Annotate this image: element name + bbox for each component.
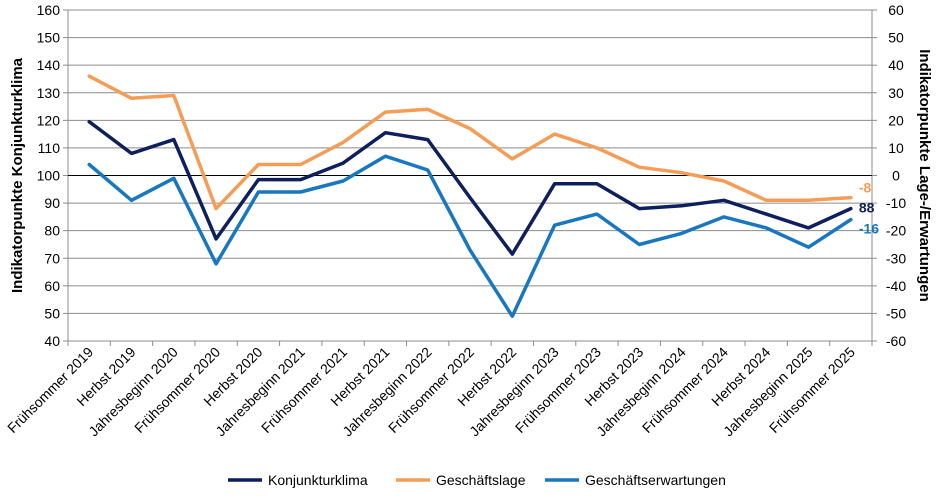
y-left-tick-label: 60 — [44, 278, 60, 294]
y-axis-right-title: Indikatorpunkte Lage-/Erwartungen — [916, 49, 933, 302]
y-axis-right-ticks: -60 -50 -40 -30 -20 -10 0 10 20 30 40 50 60 — [872, 2, 906, 349]
legend-label-konjunkturklima: Konjunkturklima — [268, 472, 368, 488]
y-right-tick-label: 40 — [888, 57, 904, 73]
end-label-geschäftserwartungen: -16 — [859, 221, 879, 237]
legend-label-geschäftserwartungen: Geschäftserwartungen — [585, 472, 726, 488]
y-left-tick-label: 110 — [38, 140, 61, 156]
y-left-tick-label: 120 — [37, 112, 61, 128]
y-left-tick-label: 40 — [44, 333, 60, 349]
y-right-tick-label: -30 — [886, 250, 906, 266]
end-label-geschäftslage: -8 — [859, 180, 872, 196]
end-label-konjunkturklima: 88 — [859, 200, 875, 216]
y-right-tick-label: 30 — [888, 85, 904, 101]
y-right-tick-label: -50 — [886, 305, 906, 321]
y-left-tick-label: 80 — [44, 223, 60, 239]
y-right-tick-label: -60 — [886, 333, 906, 349]
y-left-tick-label: 50 — [44, 305, 60, 321]
y-left-tick-label: 150 — [37, 30, 61, 46]
legend-label-geschäftslage: Geschäftslage — [436, 472, 526, 488]
y-left-tick-label: 130 — [37, 85, 61, 101]
y-left-tick-label: 70 — [44, 250, 60, 266]
y-right-tick-label: 20 — [888, 112, 904, 128]
y-left-tick-label: 140 — [37, 57, 61, 73]
y-right-tick-label: 0 — [892, 168, 900, 184]
y-right-tick-label: 50 — [888, 30, 904, 46]
y-right-tick-label: -10 — [886, 195, 906, 211]
series-line-geschäftslage — [87, 74, 853, 211]
end-value-labels: 88 -8 -16 — [859, 180, 879, 237]
series-line-geschäftserwartungen — [87, 154, 853, 318]
y-right-tick-label: 10 — [888, 140, 904, 156]
series-lines — [87, 74, 853, 318]
y-right-tick-label: -40 — [886, 278, 906, 294]
y-axis-left-title: Indikatorpunkte Konjunkturklima — [9, 57, 26, 293]
legend: Konjunkturklima Geschäftslage Geschäftserw… — [228, 472, 726, 488]
y-right-tick-label: -20 — [886, 223, 906, 239]
y-right-tick-label: 60 — [888, 2, 904, 18]
y-axis-left-ticks: 40 50 60 70 80 90 100 110 120 130 140 150 160 — [37, 2, 68, 349]
y-left-tick-label: 90 — [44, 195, 60, 211]
series-line-konjunkturklima — [87, 119, 853, 256]
y-left-tick-label: 100 — [37, 168, 61, 184]
y-left-tick-label: 160 — [37, 2, 61, 18]
